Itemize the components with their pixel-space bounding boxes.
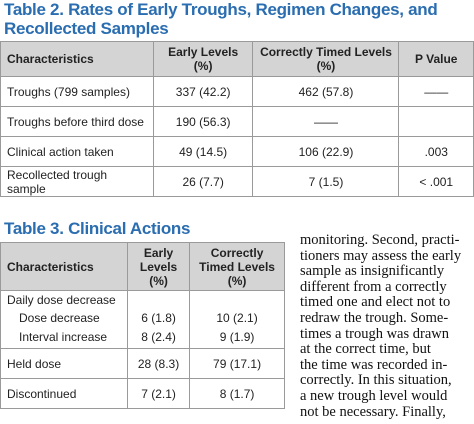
cell: 8 (1.7) (189, 378, 285, 409)
cell: 7 (1.5) (252, 166, 400, 197)
header-row: Characteristics Early Levels (%) Correctly… (0, 242, 285, 291)
text-line: not be necessary. Finally, (300, 403, 446, 420)
cell: Daily dose decrease (0, 290, 128, 309)
cell: 49 (14.5) (152, 136, 254, 167)
header-cell: Characteristics (0, 41, 154, 77)
table: Characteristics Early Levels (%) Correctly… (0, 41, 474, 197)
table-row: Clinical action taken 49 (14.5) 106 (22.9)… (0, 136, 474, 167)
cell: 28 (8.3) (126, 348, 191, 379)
cell (189, 290, 285, 309)
cell: Troughs (799 samples) (0, 76, 154, 107)
table: Characteristics Early Levels (%) Correctly… (0, 242, 285, 409)
text-line: different from a correctly (300, 278, 447, 295)
cell: 9 (1.9) (189, 326, 285, 349)
cell: 337 (42.2) (152, 76, 254, 107)
cell (126, 290, 191, 309)
cell: 7 (2.1) (126, 378, 191, 409)
cell: —— (398, 76, 474, 107)
table-row: Recollected trough sample 26 (7.7) 7 (1.5)… (0, 166, 474, 197)
text-line: the time was recorded in- (300, 356, 448, 373)
table-row: Held dose 28 (8.3) 79 (17.1) (0, 348, 285, 379)
cell: 10 (2.1) (189, 308, 285, 327)
text-line: monitoring. Second, practi- (300, 232, 460, 248)
table-row: Daily dose decrease (0, 290, 285, 309)
text-line: at the correct time, but (300, 341, 431, 358)
text-line: a new trough level would (300, 387, 448, 404)
text-line: sample as insignificantly (300, 263, 445, 280)
header-cell: Early Levels (%) (126, 242, 191, 291)
text-line: tioners may assess the early (300, 247, 462, 264)
cell: .003 (398, 136, 474, 167)
cell: 106 (22.9) (252, 136, 400, 167)
table-row: Dose decrease 6 (1.8) 10 (2.1) (0, 308, 285, 327)
header-cell: P Value (398, 41, 474, 77)
cell: 8 (2.4) (126, 326, 191, 349)
header-cell: Correctly Timed Levels (%) (252, 41, 400, 77)
cell: Discontinued (0, 378, 128, 409)
table-title: Table 2. Rates of Early Troughs, Regimen… (4, 0, 438, 38)
text-line: redraw the trough. Some- (300, 309, 449, 326)
table-title: Table 3. Clinical Actions (4, 219, 191, 238)
table-row: Troughs before third dose 190 (56.3) —— (0, 106, 474, 137)
cell: 190 (56.3) (152, 106, 254, 137)
text-line: timed one and elect not to (300, 294, 451, 311)
text-line: times a trough was drawn (300, 325, 449, 342)
cell: Dose decrease (0, 308, 128, 327)
cell (398, 106, 474, 137)
table-row: Troughs (799 samples) 337 (42.2) 462 (57.8… (0, 76, 474, 107)
header-cell: Early Levels (%) (152, 41, 254, 77)
cell: 79 (17.1) (189, 348, 285, 379)
cell: Held dose (0, 348, 128, 379)
cell: 6 (1.8) (126, 308, 191, 327)
cell: Troughs before third dose (0, 106, 154, 137)
header-cell: Correctly Timed Levels (%) (189, 242, 285, 291)
cell: Recollected trough sample (0, 166, 154, 197)
cell: 462 (57.8) (252, 76, 400, 107)
cell: < .001 (398, 166, 474, 197)
header-row: Characteristics Early Levels (%) Correctly… (0, 41, 474, 77)
text-line: correctly. In this situation, (300, 372, 452, 389)
table-row: Discontinued 7 (2.1) 8 (1.7) (0, 378, 285, 409)
body-text: monitoring. Second, practi-tioners may a… (300, 232, 474, 420)
cell: —— (252, 106, 400, 137)
cell: Clinical action taken (0, 136, 154, 167)
cell: Interval increase (0, 326, 128, 349)
table-row: Interval increase 8 (2.4) 9 (1.9) (0, 326, 285, 349)
cell: 26 (7.7) (152, 166, 254, 197)
header-cell: Characteristics (0, 242, 128, 291)
